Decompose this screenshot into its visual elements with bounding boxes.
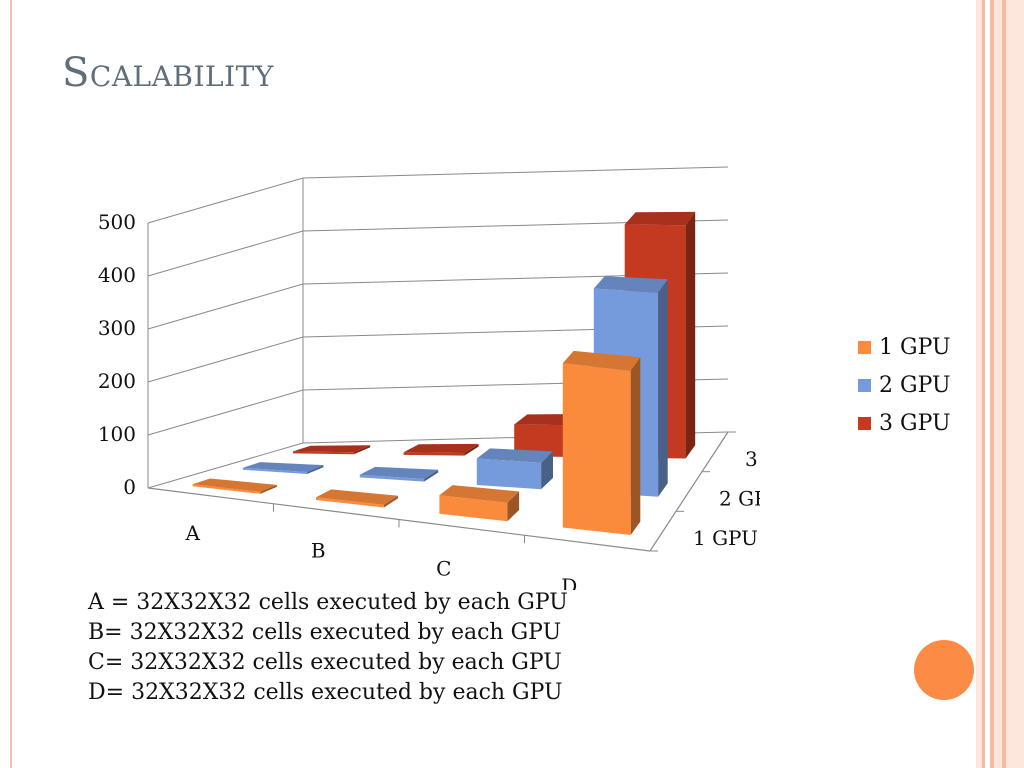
bar-2-gpu-b-top xyxy=(359,466,439,479)
bar-2-gpu-c-top xyxy=(476,448,553,463)
bar-1-gpu-a-front xyxy=(192,484,261,494)
legend-swatch-1-gpu xyxy=(858,340,871,354)
legend-swatch-3-gpu xyxy=(858,416,871,430)
slide-right-stripes xyxy=(976,0,1024,768)
x-category-label: D xyxy=(561,574,577,590)
bar-2-gpu-a-side xyxy=(307,465,324,474)
bar-3-gpu-b-side xyxy=(464,443,479,456)
legend-swatch-2-gpu xyxy=(858,378,871,392)
bar-1-gpu-d-top xyxy=(562,350,641,371)
bar-2-gpu-d-top xyxy=(593,276,668,293)
side-wall-gridline xyxy=(147,283,304,330)
bar-2-gpu-a-front xyxy=(242,467,308,474)
y-tick-label: 500 xyxy=(98,210,136,234)
legend-item-1-gpu: 1 GPU xyxy=(858,328,951,366)
chart-legend: 1 GPU 2 GPU 3 GPU xyxy=(858,328,951,442)
bar-chart-3d: 0 100 200 300 400 500 A B C D 1 GPU 2 GPU 3 GPU xyxy=(98,166,760,590)
bar-2-gpu-d-side xyxy=(658,279,668,497)
bar-3-gpu-d-side xyxy=(685,211,696,459)
x-category-label: A xyxy=(185,521,201,545)
side-wall-gridline xyxy=(147,177,304,224)
footnote-b: B= 32X32X32 cells executed by each GPU xyxy=(88,620,562,645)
y-tick-label: 400 xyxy=(98,263,136,287)
bar-1-gpu-a-top xyxy=(192,478,277,492)
bar-2-gpu-c-side xyxy=(541,451,553,490)
bar-2-gpu-c-front xyxy=(476,458,542,490)
legend-item-3-gpu: 3 GPU xyxy=(858,404,951,442)
slide-left-border xyxy=(0,0,12,768)
footnote-c: C= 32X32X32 cells executed by each GPU xyxy=(88,650,562,675)
depth-axis-label: 2 GPU xyxy=(719,487,760,511)
legend-label-3-gpu: 3 GPU xyxy=(879,410,951,436)
bar-3-gpu-d-top xyxy=(624,211,696,226)
y-tick-label: 200 xyxy=(98,369,136,393)
legend-item-2-gpu: 2 GPU xyxy=(858,366,951,404)
depth-axis-label: 3 GPU xyxy=(745,447,760,471)
bar-1-gpu-d-side xyxy=(630,357,641,535)
decorative-orange-dot xyxy=(914,640,974,700)
legend-label-2-gpu: 2 GPU xyxy=(879,372,951,398)
bar-3-gpu-a-top xyxy=(293,445,371,453)
legend-label-1-gpu: 1 GPU xyxy=(879,334,951,360)
bar-3-gpu-a-front xyxy=(293,451,354,455)
side-wall-gridline xyxy=(147,230,304,277)
y-tick-label: 0 xyxy=(123,475,136,499)
bar-1-gpu-d-front xyxy=(562,363,631,535)
bar-1-gpu-c-side xyxy=(507,491,520,522)
x-category-label: C xyxy=(436,556,451,580)
footnote-a: A = 32X32X32 cells executed by each GPU xyxy=(88,590,568,615)
y-tick-label: 100 xyxy=(98,422,136,446)
bar-1-gpu-a-side xyxy=(260,484,277,494)
side-wall-gridline xyxy=(147,336,304,383)
bar-1-gpu-c-top xyxy=(439,485,520,503)
side-wall-gridline xyxy=(147,389,304,436)
bar-3-gpu-b-front xyxy=(403,452,465,456)
footnotes: A = 32X32X32 cells executed by each GPU … xyxy=(88,588,568,708)
y-tick-label: 300 xyxy=(98,316,136,340)
bar-2-gpu-a-top xyxy=(242,462,324,472)
x-category-label: B xyxy=(311,539,326,563)
back-wall-gridline xyxy=(302,166,729,179)
depth-axis-label: 1 GPU xyxy=(693,526,758,550)
bar-1-gpu-b-top xyxy=(316,489,398,505)
bar-3-gpu-c-front xyxy=(514,424,575,457)
bar-1-gpu-b-front xyxy=(316,497,384,508)
bar-1-gpu-b-side xyxy=(383,495,398,508)
bar-2-gpu-b-side xyxy=(424,469,439,482)
floor-right-edge xyxy=(649,431,729,552)
footnote-d: D= 32X32X32 cells executed by each GPU xyxy=(88,680,563,705)
bar-1-gpu-c-front xyxy=(439,495,508,522)
bar-3-gpu-b-top xyxy=(403,443,479,453)
bar-2-gpu-b-front xyxy=(359,474,425,482)
slide-title: Scalability xyxy=(62,50,274,96)
bar-3-gpu-a-side xyxy=(353,445,371,455)
side-wall-gridline xyxy=(147,442,304,489)
